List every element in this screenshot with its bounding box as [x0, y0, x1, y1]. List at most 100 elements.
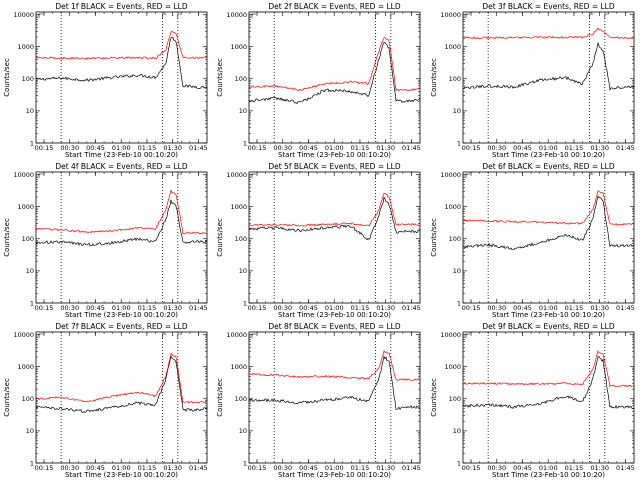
x-axis-label: Start Time (23-Feb-10 00:10:20)	[65, 311, 178, 319]
interval-bracket-start	[588, 173, 594, 178]
x-tick-label: 00:30	[274, 304, 293, 312]
y-tick-label: 10	[452, 427, 460, 435]
series-line-lld	[249, 192, 421, 227]
chart-svg: Det 1f BLACK = Events, RED = LLD 1 10 100 10…	[3, 2, 208, 159]
x-tick-label: 00:45	[299, 464, 318, 472]
y-tick-label: 100	[448, 395, 460, 403]
chart-title: Det 8f BLACK = Events, RED = LLD	[269, 322, 402, 331]
x-tick-label: 00:15	[461, 144, 480, 152]
x-tick-label: 01:30	[163, 464, 182, 472]
y-tick-label: 1000	[444, 203, 461, 211]
y-tick-label: 1	[243, 299, 247, 307]
y-tick-label: 1	[243, 459, 247, 467]
x-axis-label: Start Time (23-Feb-10 00:10:20)	[278, 151, 391, 159]
x-tick-label: 00:15	[461, 464, 480, 472]
x-tick-label: 00:45	[86, 304, 105, 312]
series-line-events	[249, 41, 421, 105]
x-tick-label: 01:15	[351, 304, 370, 312]
chart-title: Det 9f BLACK = Events, RED = LLD	[482, 322, 615, 331]
y-tick-label: 10000	[227, 11, 248, 19]
y-tick-label: 10000	[13, 331, 34, 339]
interval-bracket-start	[375, 333, 380, 338]
series-line-events	[35, 199, 208, 247]
x-tick-label: 01:45	[402, 304, 421, 312]
x-tick-label: 01:00	[112, 464, 131, 472]
x-tick-label: 00:30	[60, 144, 79, 152]
interval-bracket-end	[604, 333, 609, 338]
chart-title: Det 5f BLACK = Events, RED = LLD	[269, 162, 402, 171]
y-tick-label: 10	[239, 267, 247, 275]
x-tick-label: 01:00	[539, 304, 558, 312]
y-tick-label: 1000	[231, 43, 248, 51]
x-tick-label: 01:15	[564, 304, 583, 312]
x-tick-label: 00:45	[86, 144, 105, 152]
interval-bracket-left	[252, 333, 257, 338]
series-line-lld	[462, 27, 634, 40]
interval-bracket-left	[465, 173, 470, 178]
x-axis-label: Start Time (23-Feb-10 00:10:20)	[492, 311, 605, 319]
interval-bracket-start	[375, 13, 380, 18]
plot-frame	[35, 171, 208, 304]
x-tick-label: 00:30	[60, 304, 79, 312]
series-line-lld	[35, 189, 208, 235]
y-tick-label: 10	[452, 267, 460, 275]
interval-bracket-start	[162, 333, 167, 338]
x-tick-label: 01:15	[351, 144, 370, 152]
interval-bracket-left	[252, 13, 257, 18]
detector-panel: Det 6f BLACK = Events, RED = LLD 1 10 100 10…	[427, 160, 640, 320]
x-tick-label: 00:45	[513, 304, 532, 312]
interval-bracket-start	[162, 173, 167, 178]
x-tick-label: 00:45	[513, 144, 532, 152]
x-tick-label: 01:30	[163, 304, 182, 312]
interval-bracket-end	[177, 13, 182, 18]
x-tick-label: 01:30	[377, 464, 396, 472]
series-line-events	[462, 356, 634, 409]
chart-svg: Det 6f BLACK = Events, RED = LLD 1 10 100 10…	[430, 162, 635, 319]
y-tick-label: 10	[452, 107, 460, 115]
interval-bracket-start	[588, 13, 594, 18]
series-line-lld	[462, 190, 634, 226]
x-axis-label: Start Time (23-Feb-10 00:10:20)	[65, 151, 178, 159]
x-tick-label: 01:45	[616, 464, 635, 472]
y-tick-label: 100	[22, 235, 34, 243]
y-tick-label: 1	[30, 459, 34, 467]
y-tick-label: 10000	[13, 171, 34, 179]
x-tick-label: 01:00	[539, 464, 558, 472]
interval-bracket-left	[38, 173, 43, 178]
interval-bracket-end	[390, 173, 396, 178]
y-axis-label: Counts/sec	[430, 58, 438, 97]
x-tick-label: 01:45	[402, 144, 421, 152]
x-axis-label: Start Time (23-Feb-10 00:10:20)	[492, 151, 605, 159]
chart-svg: Det 8f BLACK = Events, RED = LLD 1 10 100 10…	[216, 322, 421, 479]
series-line-events	[249, 355, 421, 411]
x-tick-label: 01:45	[189, 304, 208, 312]
x-tick-label: 00:45	[513, 464, 532, 472]
x-tick-label: 00:15	[35, 464, 54, 472]
y-tick-label: 100	[448, 75, 460, 83]
x-tick-label: 01:15	[564, 464, 583, 472]
y-tick-label: 10	[239, 427, 247, 435]
interval-bracket-end	[390, 333, 396, 338]
y-tick-label: 10000	[440, 171, 461, 179]
y-tick-label: 10	[26, 107, 34, 115]
x-tick-label: 01:15	[138, 304, 157, 312]
x-tick-label: 00:30	[487, 144, 506, 152]
y-tick-label: 1000	[17, 203, 34, 211]
series-line-events	[35, 36, 208, 89]
y-axis-label: Counts/sec	[216, 378, 224, 417]
interval-bracket-left	[38, 333, 43, 338]
interval-bracket-end	[177, 333, 182, 338]
y-tick-label: 1	[30, 139, 34, 147]
detector-panel: Det 5f BLACK = Events, RED = LLD 1 10 100 10…	[213, 160, 426, 320]
y-axis-label: Counts/sec	[216, 218, 224, 257]
y-tick-label: 100	[22, 395, 34, 403]
y-tick-label: 1000	[231, 203, 248, 211]
y-tick-label: 10	[26, 427, 34, 435]
x-tick-label: 00:15	[248, 144, 267, 152]
y-tick-label: 1000	[17, 43, 34, 51]
x-tick-label: 00:30	[487, 464, 506, 472]
series-line-events	[462, 195, 634, 250]
y-tick-label: 1000	[444, 43, 461, 51]
chart-svg: Det 7f BLACK = Events, RED = LLD 1 10 100 10…	[3, 322, 208, 479]
